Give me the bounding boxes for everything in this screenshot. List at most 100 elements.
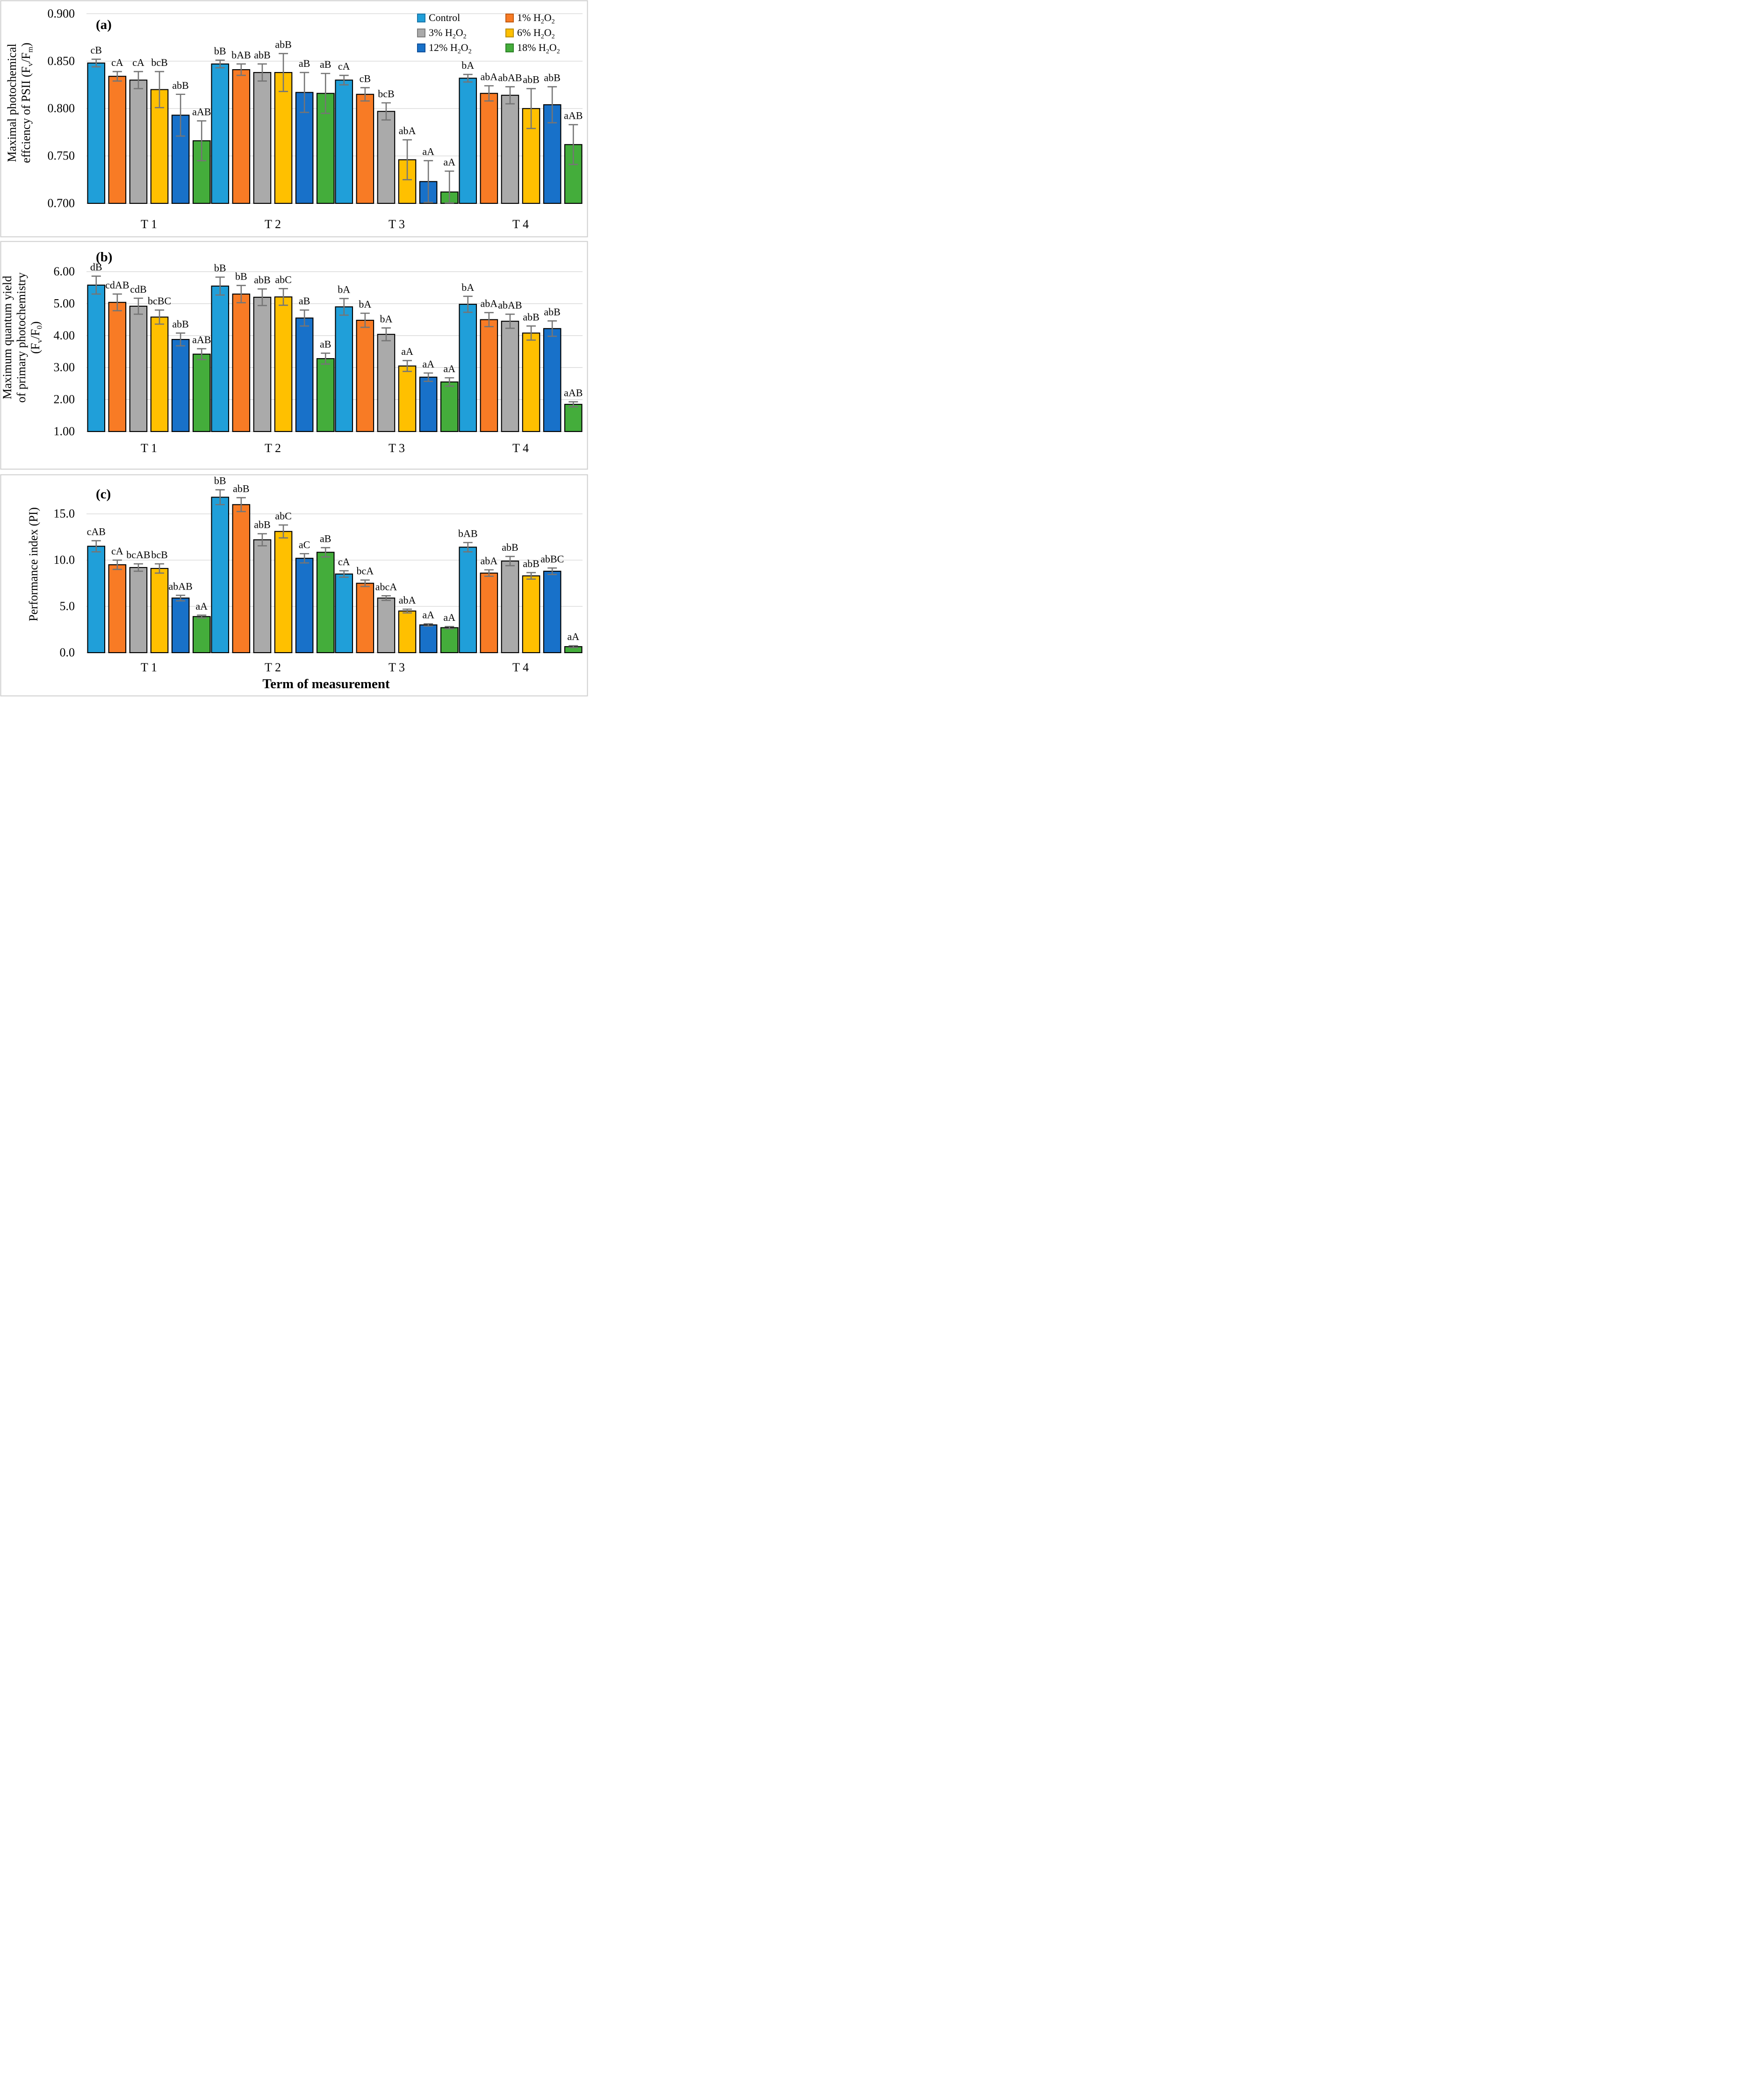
bar-6H2O2-T1 <box>150 89 169 204</box>
significance-label: aA <box>443 156 455 168</box>
significance-label: bB <box>214 45 226 57</box>
significance-label: abB <box>523 558 539 569</box>
significance-label: cB <box>360 73 371 85</box>
significance-label: aB <box>320 338 331 350</box>
bar-12H2O2-T1 <box>171 597 190 654</box>
significance-label: aA <box>567 631 579 642</box>
significance-label: abB <box>172 79 188 91</box>
significance-label: aB <box>320 532 331 544</box>
panel-letter: (a) <box>96 17 112 32</box>
significance-label: bcAB <box>126 549 150 561</box>
bar-3H2O2-T2 <box>253 539 272 654</box>
bar-1H2O2-T3 <box>356 94 374 204</box>
legend-label: Control <box>429 12 460 23</box>
y-tick-label: 5.00 <box>54 296 75 310</box>
legend-swatch-Control <box>417 14 425 22</box>
significance-label: bA <box>338 284 350 295</box>
legend-label: 12% H2O2 <box>429 42 472 55</box>
bar-3H2O2-T2 <box>253 72 272 204</box>
bar-18H2O2-T1 <box>192 140 211 204</box>
bar-1H2O2-T1 <box>108 564 127 654</box>
legend-label: 3% H2O2 <box>429 27 467 40</box>
bar-Control-T2 <box>211 497 230 654</box>
bar-6H2O2-T4 <box>522 332 540 432</box>
bar-1H2O2-T1 <box>108 76 127 204</box>
bar-3H2O2-T2 <box>253 296 272 432</box>
significance-label: abB <box>172 318 188 330</box>
bar-18H2O2-T3 <box>440 381 459 432</box>
significance-label: bcB <box>151 57 167 68</box>
legend-label: 18% H2O2 <box>517 42 560 55</box>
bar-1H2O2-T4 <box>480 319 498 432</box>
significance-label: bA <box>461 59 474 71</box>
y-tick-label: 0.800 <box>48 101 75 115</box>
bar-6H2O2-T4 <box>522 575 540 654</box>
significance-label: aA <box>422 609 434 620</box>
y-axis-title-line: Maximal photochemical <box>5 43 19 162</box>
significance-label: abB <box>254 49 270 61</box>
x-axis-title: Term of measurement <box>262 676 390 691</box>
legend-swatch-3H2O2 <box>417 29 425 37</box>
bar-Control-T1 <box>87 546 106 654</box>
bar-6H2O2-T2 <box>274 531 293 654</box>
x-category-label: T 4 <box>512 661 529 674</box>
significance-label: aA <box>443 612 455 623</box>
significance-label: abcA <box>375 581 397 592</box>
significance-label: abBC <box>540 553 564 565</box>
figure-fluorescence-panels: 0.700 0.750 0.800 0.850 0.900 Maximal photoch… <box>0 0 588 697</box>
significance-label: abB <box>544 306 560 317</box>
bar-1H2O2-T1 <box>108 302 127 432</box>
bar-3H2O2-T4 <box>501 321 519 432</box>
significance-label: abB <box>502 541 518 553</box>
legend-label: 1% H2O2 <box>517 12 555 25</box>
bar-18H2O2-T2 <box>316 552 335 654</box>
bar-6H2O2-T3 <box>398 365 417 432</box>
y-axis-title-line: Maximum quantum yield <box>0 276 14 399</box>
bar-6H2O2-T2 <box>274 72 293 204</box>
x-category-label: T 2 <box>265 441 281 455</box>
significance-label: bA <box>359 298 371 310</box>
y-tick-label: 15.0 <box>54 507 75 520</box>
significance-label: abAB <box>498 72 522 84</box>
y-axis-title-line: (Fv/F0) <box>29 321 44 353</box>
bar-6H2O2-T1 <box>150 317 169 432</box>
significance-label: aA <box>195 600 208 612</box>
y-tick-label: 0.700 <box>48 196 75 210</box>
bar-3H2O2-T1 <box>129 79 148 204</box>
bar-1H2O2-T2 <box>232 69 251 204</box>
significance-label: aA <box>422 146 434 158</box>
x-category-label: T 4 <box>512 217 529 231</box>
panel-letter: (c) <box>96 487 111 502</box>
bar-Control-T2 <box>211 285 230 432</box>
significance-label: bcB <box>151 549 167 561</box>
bar-1H2O2-T2 <box>232 504 251 654</box>
x-category-label: T 3 <box>389 217 405 231</box>
y-tick-label: 10.0 <box>54 553 75 567</box>
significance-label: abA <box>481 298 498 309</box>
significance-label: dB <box>90 261 102 273</box>
bar-12H2O2-T4 <box>543 570 562 654</box>
significance-label: cdB <box>130 283 146 295</box>
bar-1H2O2-T3 <box>356 320 374 432</box>
y-tick-label: 5.0 <box>60 599 75 613</box>
significance-label: bcBC <box>148 295 171 307</box>
significance-label: bA <box>380 313 393 324</box>
bar-1H2O2-T4 <box>480 572 498 654</box>
significance-label: abA <box>399 594 416 606</box>
significance-label: abB <box>254 274 270 286</box>
bar-3H2O2-T1 <box>129 567 148 654</box>
legend-swatch-12H2O2 <box>417 43 425 52</box>
significance-label: abB <box>275 39 291 50</box>
significance-label: bAB <box>231 49 251 61</box>
significance-label: aAB <box>564 110 583 122</box>
chart-panel-a-fvfm: 0.700 0.750 0.800 0.850 0.900 Maximal photoch… <box>0 0 588 237</box>
significance-label: aAB <box>192 334 211 345</box>
legend-label: 6% H2O2 <box>517 27 555 40</box>
significance-label: cB <box>91 44 102 56</box>
bar-3H2O2-T4 <box>501 561 519 654</box>
y-tick-label: 4.00 <box>54 329 75 342</box>
y-tick-label: 0.900 <box>48 7 75 20</box>
bar-18H2O2-T3 <box>440 627 459 654</box>
bar-6H2O2-T3 <box>398 610 417 654</box>
bar-12H2O2-T3 <box>419 624 438 654</box>
